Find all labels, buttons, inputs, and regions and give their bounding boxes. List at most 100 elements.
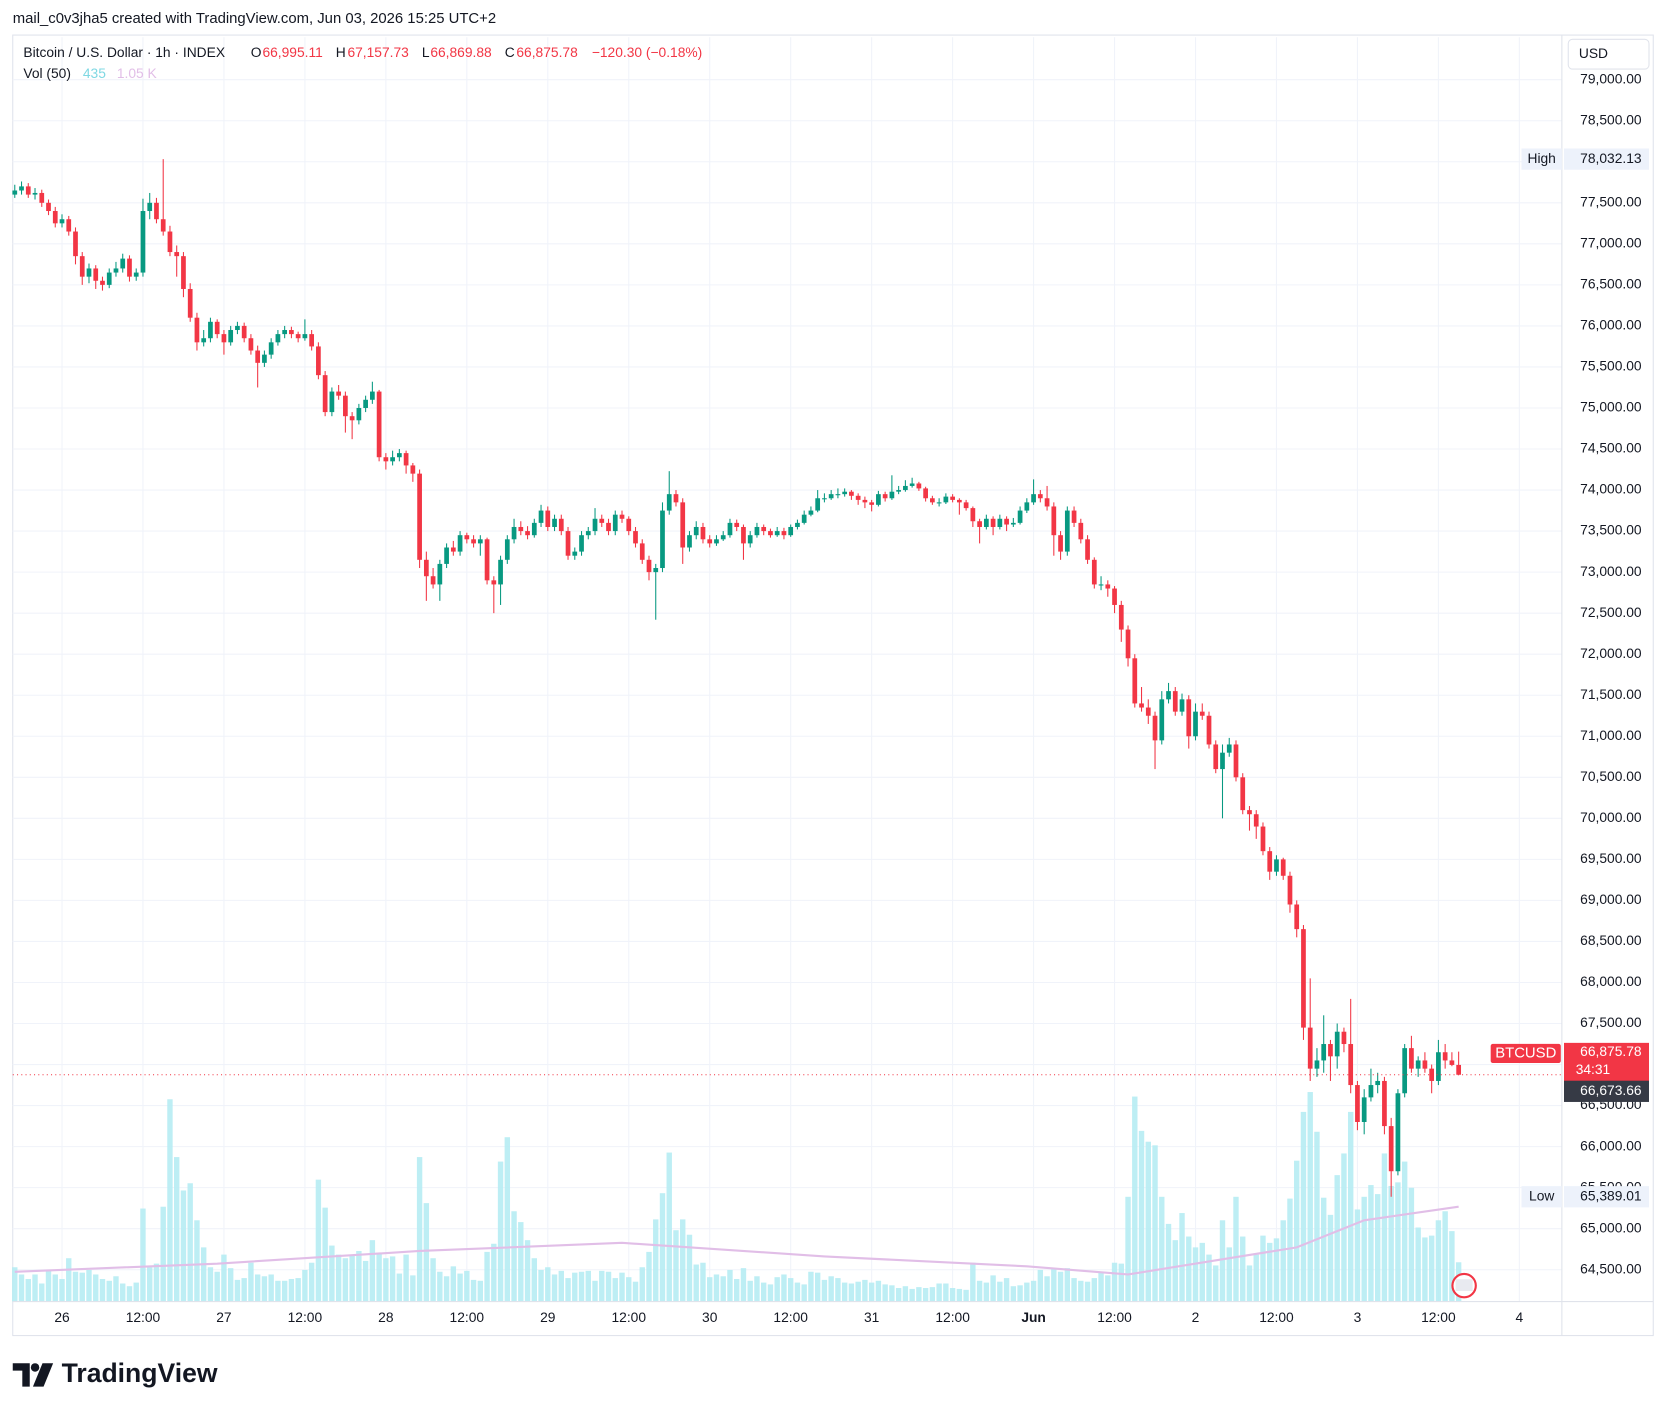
volume-bar — [86, 1269, 92, 1302]
volume-bar — [52, 1274, 58, 1302]
candle-body — [127, 258, 132, 277]
volume-bar — [308, 1262, 315, 1302]
volume-bar — [855, 1281, 861, 1302]
volume-bar — [760, 1282, 767, 1302]
volume-bar — [659, 1193, 666, 1302]
volume-bar — [1125, 1196, 1131, 1302]
candle-body — [707, 539, 713, 544]
volume-bar — [929, 1287, 936, 1302]
candle-body — [289, 330, 294, 335]
volume-bar — [302, 1269, 308, 1302]
candle-body — [174, 252, 180, 257]
volume-bar — [443, 1276, 450, 1302]
volume-bar — [167, 1099, 173, 1302]
candle-body — [336, 391, 341, 396]
volume-bar — [848, 1283, 855, 1302]
reference-price-label: 66,673.66 — [1580, 1082, 1642, 1098]
volume-bar — [1280, 1220, 1286, 1302]
candle-body — [248, 338, 254, 351]
legend-value: 66,869.88 — [430, 44, 492, 60]
candle-body — [194, 317, 200, 343]
volume-bar — [673, 1230, 679, 1302]
candle-body — [484, 539, 490, 581]
candle-body — [741, 526, 746, 544]
y-tick-label: 73,500.00 — [1580, 522, 1642, 538]
volume-bar — [909, 1288, 915, 1302]
y-tick-label: 79,000.00 — [1580, 70, 1642, 86]
candle-body — [113, 268, 119, 273]
candle-body — [558, 518, 564, 532]
candle-body — [660, 510, 665, 569]
candle-body — [349, 416, 355, 421]
volume-bar — [450, 1266, 457, 1302]
volume-bar — [234, 1279, 241, 1302]
volume-bar — [1334, 1175, 1340, 1302]
candle-body — [687, 535, 692, 548]
candle-body — [700, 526, 706, 540]
candle-body — [1348, 1044, 1354, 1086]
flag-icon-inner — [1455, 1279, 1473, 1291]
candle-body — [1031, 494, 1036, 503]
currency-button[interactable] — [1567, 38, 1650, 70]
volume-bar — [956, 1288, 963, 1302]
volume-bar — [187, 1183, 193, 1302]
volume-bar — [545, 1267, 551, 1302]
volume-bar — [1172, 1240, 1178, 1302]
volume-bar — [970, 1262, 976, 1302]
candle-body — [822, 498, 827, 500]
volume-bar — [457, 1273, 463, 1302]
candle-body — [774, 531, 780, 536]
candle-body — [923, 488, 928, 499]
candle-body — [52, 211, 58, 224]
volume-bar — [1044, 1276, 1050, 1302]
candle-body — [167, 231, 173, 253]
volume-bar — [767, 1284, 774, 1302]
volume-bar — [423, 1203, 430, 1302]
volume-bar — [578, 1271, 585, 1302]
credit: mail_c0v3jha5 created with TradingView.c… — [13, 11, 496, 27]
volume-bar — [1395, 1182, 1401, 1302]
volume-bar — [1354, 1209, 1361, 1302]
candle-body — [464, 535, 470, 540]
candle-body — [268, 342, 274, 355]
y-tick-label: 76,000.00 — [1580, 317, 1642, 333]
volume-bar — [99, 1278, 106, 1302]
candle-body — [1415, 1060, 1421, 1069]
candle-body — [491, 580, 497, 585]
volume-bar — [1300, 1111, 1307, 1302]
candle-body — [855, 495, 861, 500]
candle-body — [747, 535, 753, 544]
candle-body — [1098, 584, 1104, 586]
volume-bar — [902, 1286, 909, 1302]
candle-body — [1159, 699, 1165, 741]
volume-bar — [1233, 1196, 1239, 1302]
candle-body — [545, 510, 551, 527]
candle-body — [1388, 1126, 1394, 1172]
candle-body — [511, 526, 517, 540]
candle-body — [1186, 699, 1192, 737]
volume-bar — [1428, 1235, 1435, 1302]
volume-bar — [1118, 1263, 1124, 1302]
candle-body — [1166, 691, 1171, 700]
candle-body — [329, 391, 335, 413]
candle-body — [1058, 535, 1063, 552]
candle-body — [1368, 1085, 1374, 1098]
legend-key: H — [336, 44, 346, 60]
candle-body — [808, 510, 814, 515]
volume-bar — [261, 1276, 268, 1302]
volume-bar — [1145, 1141, 1151, 1302]
volume-bar — [774, 1277, 780, 1302]
symbol-label-box — [1490, 1043, 1561, 1064]
currency[interactable]: USD — [1579, 45, 1608, 61]
volume-bar — [1408, 1187, 1415, 1302]
volume-bar — [1347, 1111, 1354, 1302]
candle-body — [1307, 1027, 1313, 1069]
candle-body — [579, 535, 584, 552]
brand-logo — [12, 1363, 54, 1387]
volume-bar — [416, 1157, 423, 1302]
volume-bar — [1017, 1285, 1023, 1302]
candle-body — [1334, 1031, 1340, 1057]
candle-body — [322, 375, 328, 413]
volume-bar — [484, 1251, 490, 1302]
candle-body — [417, 473, 422, 560]
